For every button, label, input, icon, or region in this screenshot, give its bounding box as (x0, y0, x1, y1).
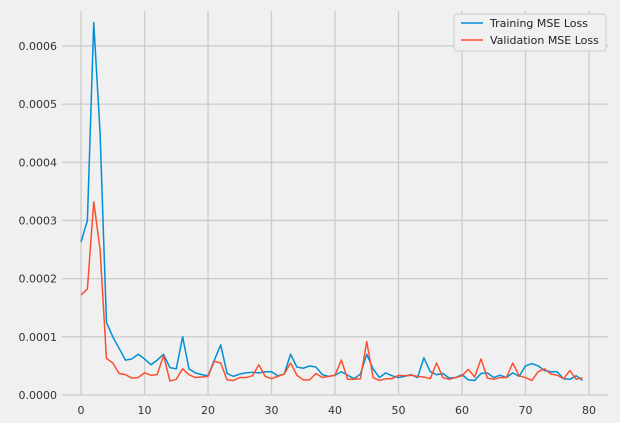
legend-box (453, 13, 607, 52)
x-tick-label: 80 (582, 404, 596, 417)
legend-label-validation: Validation MSE Loss (490, 34, 599, 47)
legend-label-training: Training MSE Loss (489, 17, 588, 30)
x-tick-label: 0 (78, 404, 85, 417)
y-tick-label: 0.0004 (19, 156, 58, 169)
y-tick-label: 0.0003 (19, 214, 58, 227)
x-tick-label: 40 (328, 404, 342, 417)
x-tick-label: 70 (518, 404, 532, 417)
tick-labels: 0 10 20 30 40 50 60 70 80 0.0000 0.0001 0.0002 0.000… (19, 40, 596, 417)
legend: Training MSE Loss Validation MSE Loss (453, 13, 607, 52)
series-line-validation-mse-loss (80, 201, 583, 382)
y-tick-label: 0.0000 (19, 389, 58, 402)
y-tick-label: 0.0005 (19, 98, 58, 111)
x-tick-label: 30 (265, 404, 279, 417)
x-tick-label: 20 (201, 404, 215, 417)
x-tick-label: 60 (455, 404, 469, 417)
x-tick-label: 10 (138, 404, 152, 417)
y-tick-label: 0.0006 (19, 40, 58, 53)
y-tick-label: 0.0001 (19, 331, 58, 344)
x-tick-label: 50 (391, 404, 405, 417)
grid-lines (62, 11, 608, 396)
y-tick-label: 0.0002 (19, 273, 58, 286)
series-lines (80, 21, 584, 382)
